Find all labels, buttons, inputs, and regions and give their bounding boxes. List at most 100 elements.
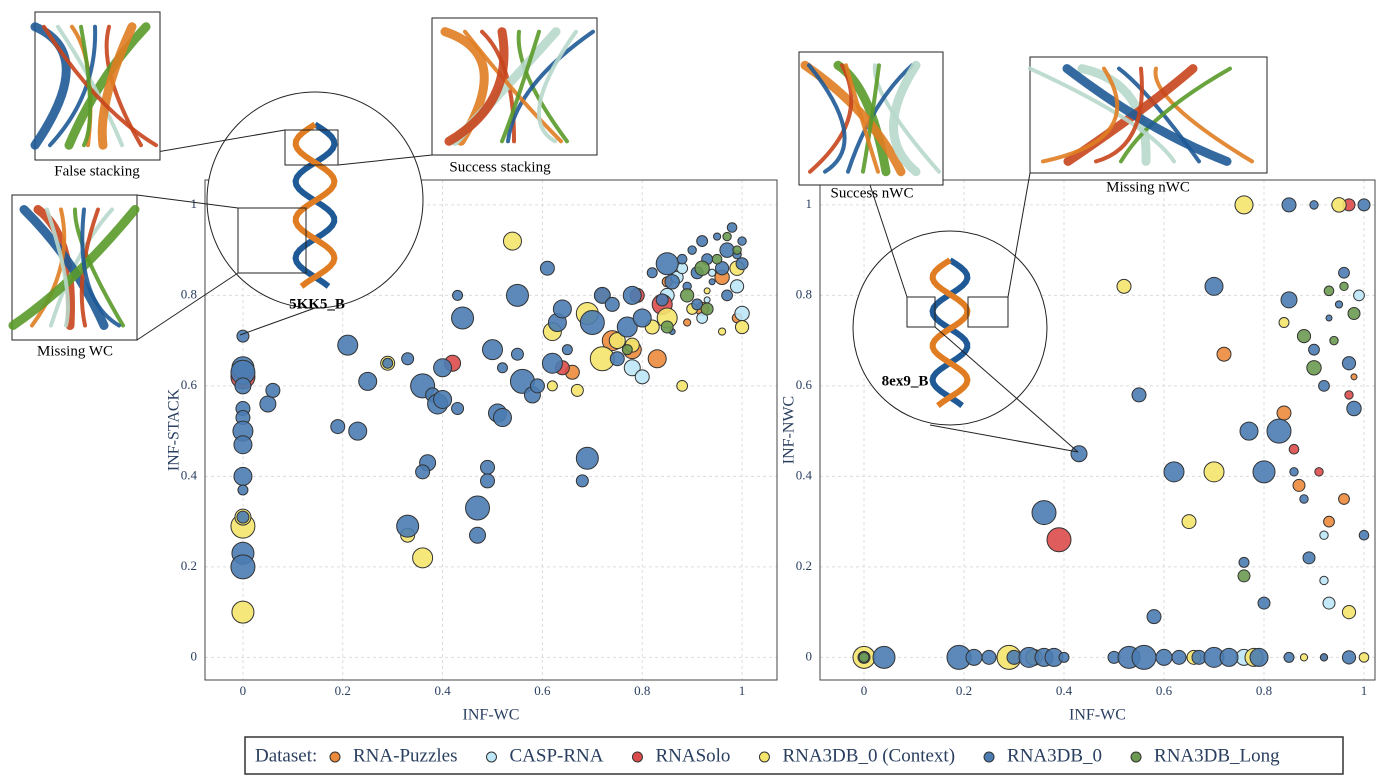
point [1342,651,1355,664]
legend-marker [1131,752,1141,762]
y-tick-label: 0.4 [796,467,813,482]
x-tick-label: 1 [739,683,746,698]
legend-marker [984,752,994,762]
x-tick-label: 0.6 [1156,683,1173,698]
point [1282,198,1296,212]
point [1132,645,1156,669]
point [349,422,367,440]
page: Dataset: 00.20.40.60.8100.20.40.60.81INF… [0,0,1389,776]
legend-label: RNASolo [655,745,730,766]
legend-label: RNA3DB_0 [1007,745,1102,766]
point [1359,653,1369,663]
point [416,465,430,479]
point [688,246,696,254]
x-tick-label: 0.2 [335,683,351,698]
point [1147,610,1161,624]
point [656,253,678,275]
point [547,381,557,391]
point [1032,501,1056,525]
point [1220,648,1238,666]
point [571,384,583,396]
point [452,403,464,415]
point [231,555,255,579]
point [1047,528,1071,552]
point [1300,654,1307,661]
point [260,396,276,412]
point [466,496,490,520]
point [266,383,280,397]
point [677,380,688,391]
point [1250,648,1268,666]
point [1156,649,1172,665]
x-axis-label: INF-WC [463,707,520,724]
annotation: Missing WC [37,343,113,359]
point [553,300,571,318]
point [1345,391,1353,399]
y-tick-label: 0.8 [181,286,197,301]
point [234,436,252,454]
helix [207,92,423,308]
point [453,290,463,300]
point [684,319,691,326]
point [718,328,725,335]
point [1267,419,1291,443]
point [1307,361,1321,375]
x-axis-label: INF-WC [1069,707,1126,724]
point [452,307,474,329]
legend-label: RNA3DB_0 (Context) [782,745,955,766]
x-tick-label: 0 [240,683,247,698]
point [481,460,495,474]
point [697,236,708,247]
point [338,335,358,355]
point [647,268,657,278]
point [681,289,694,302]
y-tick-label: 0.2 [181,558,197,573]
point [1319,380,1330,391]
point [1342,606,1355,619]
point [1281,292,1297,308]
point [237,511,249,523]
figure: Dataset: 00.20.40.60.8100.20.40.60.81INF… [0,0,1389,776]
point [402,353,414,365]
point [1303,552,1315,564]
point [530,379,544,393]
point [1235,196,1253,214]
point [1320,531,1328,539]
molecule-inset [35,12,160,160]
point [1320,576,1328,584]
point [656,294,668,306]
point [1335,301,1342,308]
y-tick-label: 0.6 [796,377,813,392]
point [1289,444,1299,454]
point [576,475,588,487]
point [1279,318,1289,328]
y-tick-label: 1 [806,196,813,211]
x-tick-label: 0.8 [1256,683,1272,698]
point [1132,388,1146,402]
point [1339,267,1350,278]
point [1300,495,1308,503]
point [1217,347,1231,361]
point [722,290,733,301]
point [635,370,649,384]
point [1309,344,1320,355]
y-axis-label: INF-STACK [166,388,183,471]
point [1320,654,1327,661]
point [506,284,528,306]
point [1351,374,1357,380]
point [1172,650,1186,664]
x-tick-label: 1 [1361,683,1368,698]
point [738,237,746,245]
point [704,288,710,294]
point [434,359,452,377]
molecule-inset [432,18,597,155]
point [1354,290,1365,301]
point [580,311,604,335]
point [709,279,715,285]
point [1258,597,1270,609]
point [1310,201,1318,209]
point [576,447,598,469]
point [493,409,511,427]
point [966,649,982,665]
point [677,254,687,264]
